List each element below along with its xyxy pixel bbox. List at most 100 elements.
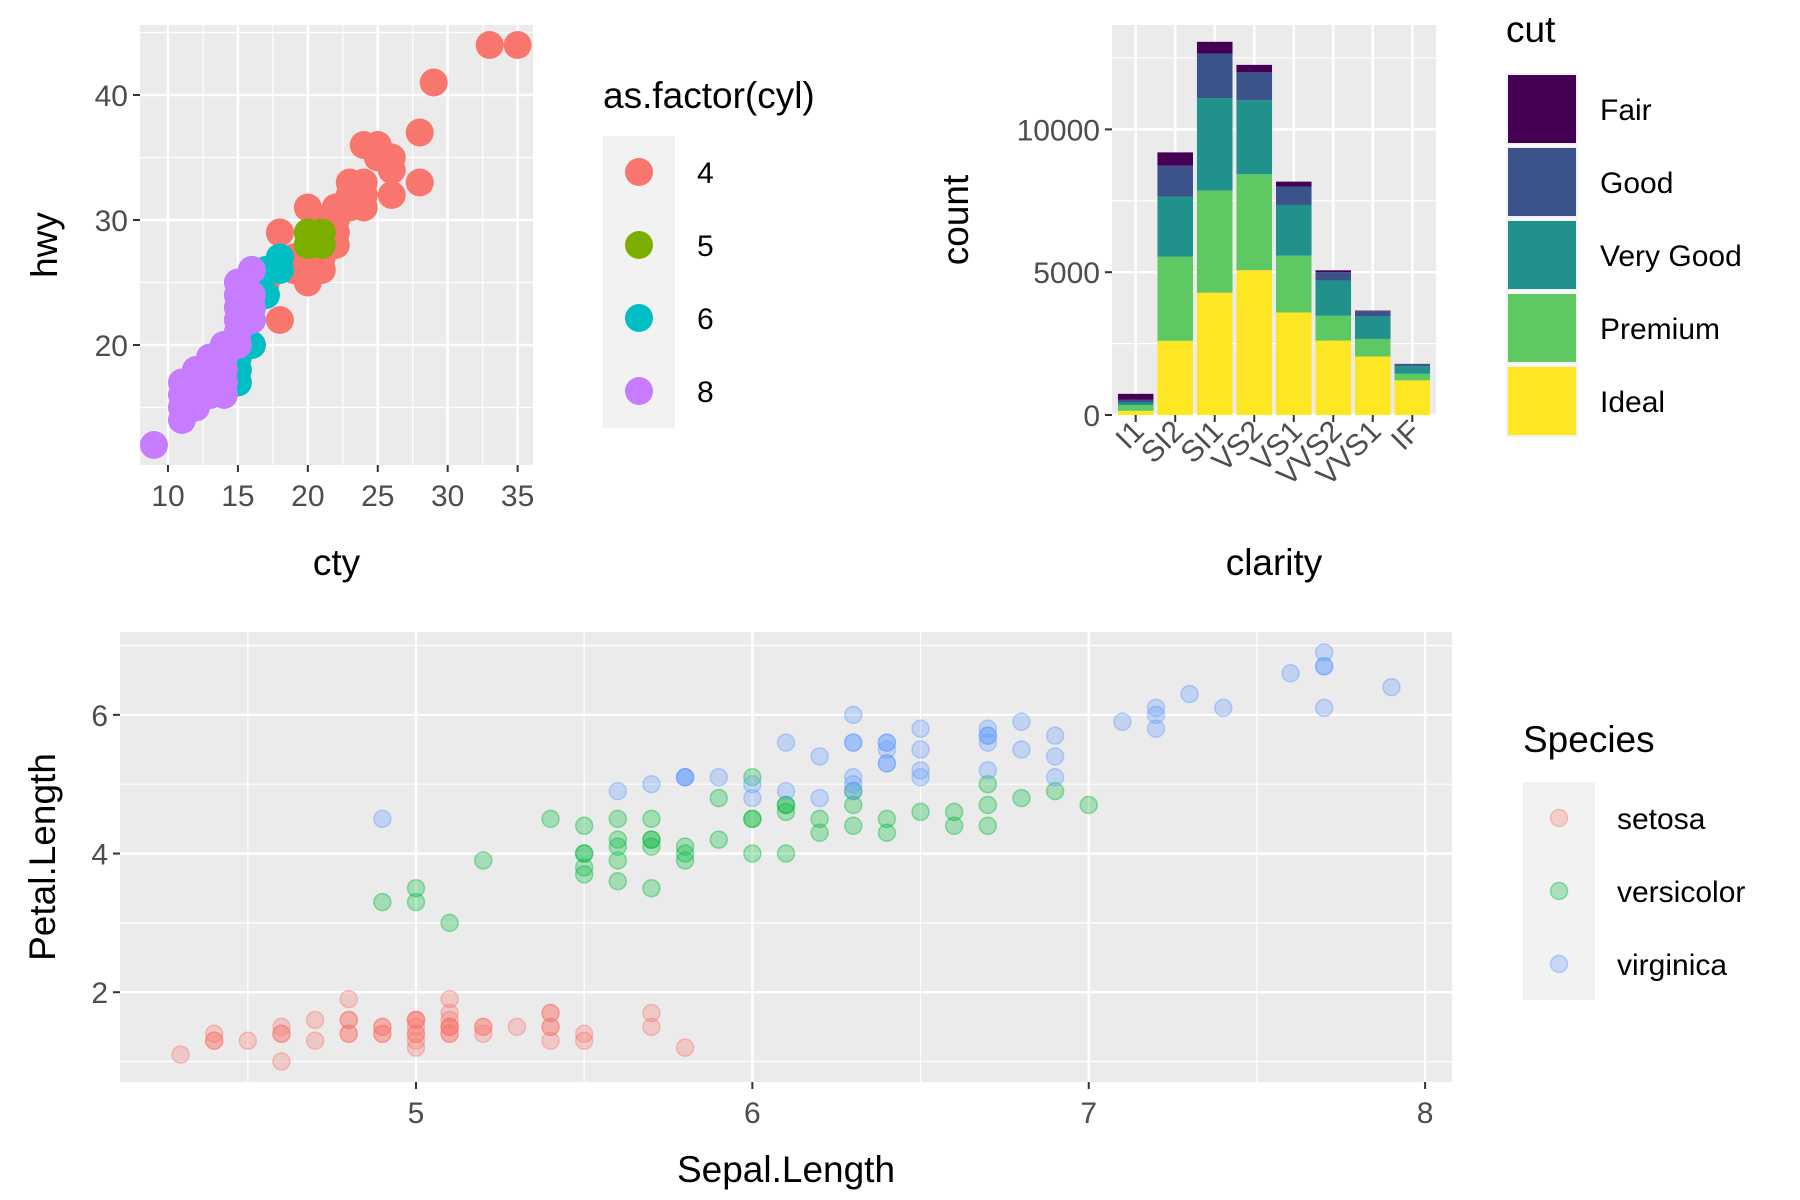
mpg-y-axis-title: hwy [24,212,65,278]
iris-point-virginica [877,754,897,773]
iris-point-setosa [238,1031,258,1050]
iris-legend-title: Species [1523,719,1655,760]
diamonds-bar-VS1-fair [1275,181,1312,187]
diamonds-legend-label-very-good: Very Good [1600,240,1742,273]
iris-point-versicolor [373,892,392,912]
diamonds-bar-VVS2-very-good [1315,280,1352,316]
iris-point-versicolor [642,809,661,829]
diamonds-bar-I1-premium [1117,404,1154,411]
iris-point-setosa [204,1031,224,1050]
iris-point-versicolor [608,837,628,856]
iris-point-setosa [204,1031,224,1050]
iris-point-virginica [877,754,897,773]
iris-point-setosa [574,1031,594,1050]
iris-y-tick-label: 2 [91,977,108,1010]
iris-point-versicolor [877,823,897,842]
iris-point-versicolor [911,802,930,822]
iris-point-virginica [743,788,762,808]
iris-point-setosa [507,1017,527,1037]
diamonds-bar-SI1-fair [1196,41,1233,54]
diamonds-bar-VVS1-very-good [1355,316,1391,339]
diamonds-bar-VS1-good [1275,186,1312,205]
iris-point-virginica [675,768,695,787]
iris-point-versicolor [776,844,796,863]
iris-point-versicolor [574,844,594,863]
chart-iris: 5 6 7 8 2 4 6 Sepal.Length Petal.Length Species se… [22,632,1745,1190]
iris-point-setosa [373,1017,392,1037]
iris-point-versicolor [844,795,863,815]
iris-point-versicolor [608,851,628,870]
iris-point-versicolor [642,837,661,856]
diamonds-bar-IF-very-good [1394,366,1431,374]
mpg-point-cyl-4 [349,193,378,222]
diamonds-bar-SI1-good [1196,53,1233,99]
mpg-point-cyl-8 [237,281,266,309]
diamonds-legend-key-very-good [1508,221,1576,289]
iris-point-virginica [608,781,628,801]
iris-point-virginica [844,733,863,752]
iris-point-setosa [406,1038,426,1057]
iris-point-setosa [642,1003,661,1023]
iris-point-versicolor [608,809,628,829]
iris-legend-key-setosa [1549,808,1569,828]
iris-x-tick-label: 5 [408,1097,425,1130]
iris-point-setosa [541,1017,560,1037]
diamonds-x-tick-label: IF [1385,415,1427,457]
iris-point-virginica [911,740,930,759]
iris-point-setosa [440,1017,459,1037]
mpg-x-tick-label: 20 [291,480,324,513]
diamonds-bar-VS2-premium [1236,174,1273,271]
iris-point-versicolor [642,830,661,849]
iris-point-setosa [339,989,358,1009]
iris-point-virginica [1012,740,1031,759]
diamonds-legend-label-premium: Premium [1600,313,1720,346]
iris-point-setosa [406,1024,426,1044]
iris-point-versicolor [1045,781,1065,801]
iris-point-virginica [675,768,695,787]
iris-y-axis-title: Petal.Length [22,753,63,961]
mpg-legend-label-8: 8 [697,376,714,409]
iris-point-virginica [978,761,998,780]
diamonds-bar-VVS1-premium [1355,338,1391,357]
mpg-y-tick-label: 20 [95,330,128,363]
iris-point-versicolor [944,802,964,822]
iris-point-setosa [272,1052,291,1071]
iris-point-versicolor [642,878,661,898]
diamonds-bar-VVS2-fair [1315,270,1352,273]
iris-point-virginica [1146,705,1166,725]
diamonds-bar-VVS2-good [1315,272,1352,281]
iris-point-versicolor [877,809,897,829]
diamonds-legend-key-fair [1508,75,1576,143]
iris-point-setosa [305,1010,325,1030]
iris-point-setosa [305,1031,325,1050]
iris-point-versicolor [709,788,728,808]
iris-point-versicolor [608,830,628,849]
iris-point-versicolor [743,768,762,787]
iris-point-setosa [406,1010,426,1030]
iris-point-setosa [373,1017,392,1037]
iris-point-virginica [810,788,829,808]
iris-point-versicolor [675,851,695,870]
iris-x-axis-title: Sepal.Length [677,1149,895,1190]
diamonds-legend-label-ideal: Ideal [1600,386,1665,419]
iris-point-setosa [406,1024,426,1044]
iris-point-virginica [373,809,392,829]
iris-point-virginica [911,719,930,738]
iris-point-setosa [440,989,459,1009]
iris-point-setosa [339,1010,358,1030]
iris-point-virginica [1180,684,1199,704]
chart-diamonds: 0500010000I1SI2SI1VS2VS1VVS2VVS1IFclarit… [935,9,1742,583]
diamonds-y-tick-label: 5000 [1033,257,1100,290]
mpg-point-cyl-4 [265,306,294,334]
iris-point-virginica [844,774,863,794]
mpg-point-cyl-6 [265,256,294,284]
iris-point-virginica [877,733,897,752]
mpg-x-tick-label: 10 [151,480,184,513]
mpg-legend-key-5 [625,231,653,259]
iris-point-virginica [675,768,695,787]
mpg-legend-title: as.factor(cyl) [603,75,815,116]
iris-point-versicolor [1079,795,1098,815]
iris-point-versicolor [743,809,762,829]
mpg-y-tick-label: 40 [95,80,128,113]
